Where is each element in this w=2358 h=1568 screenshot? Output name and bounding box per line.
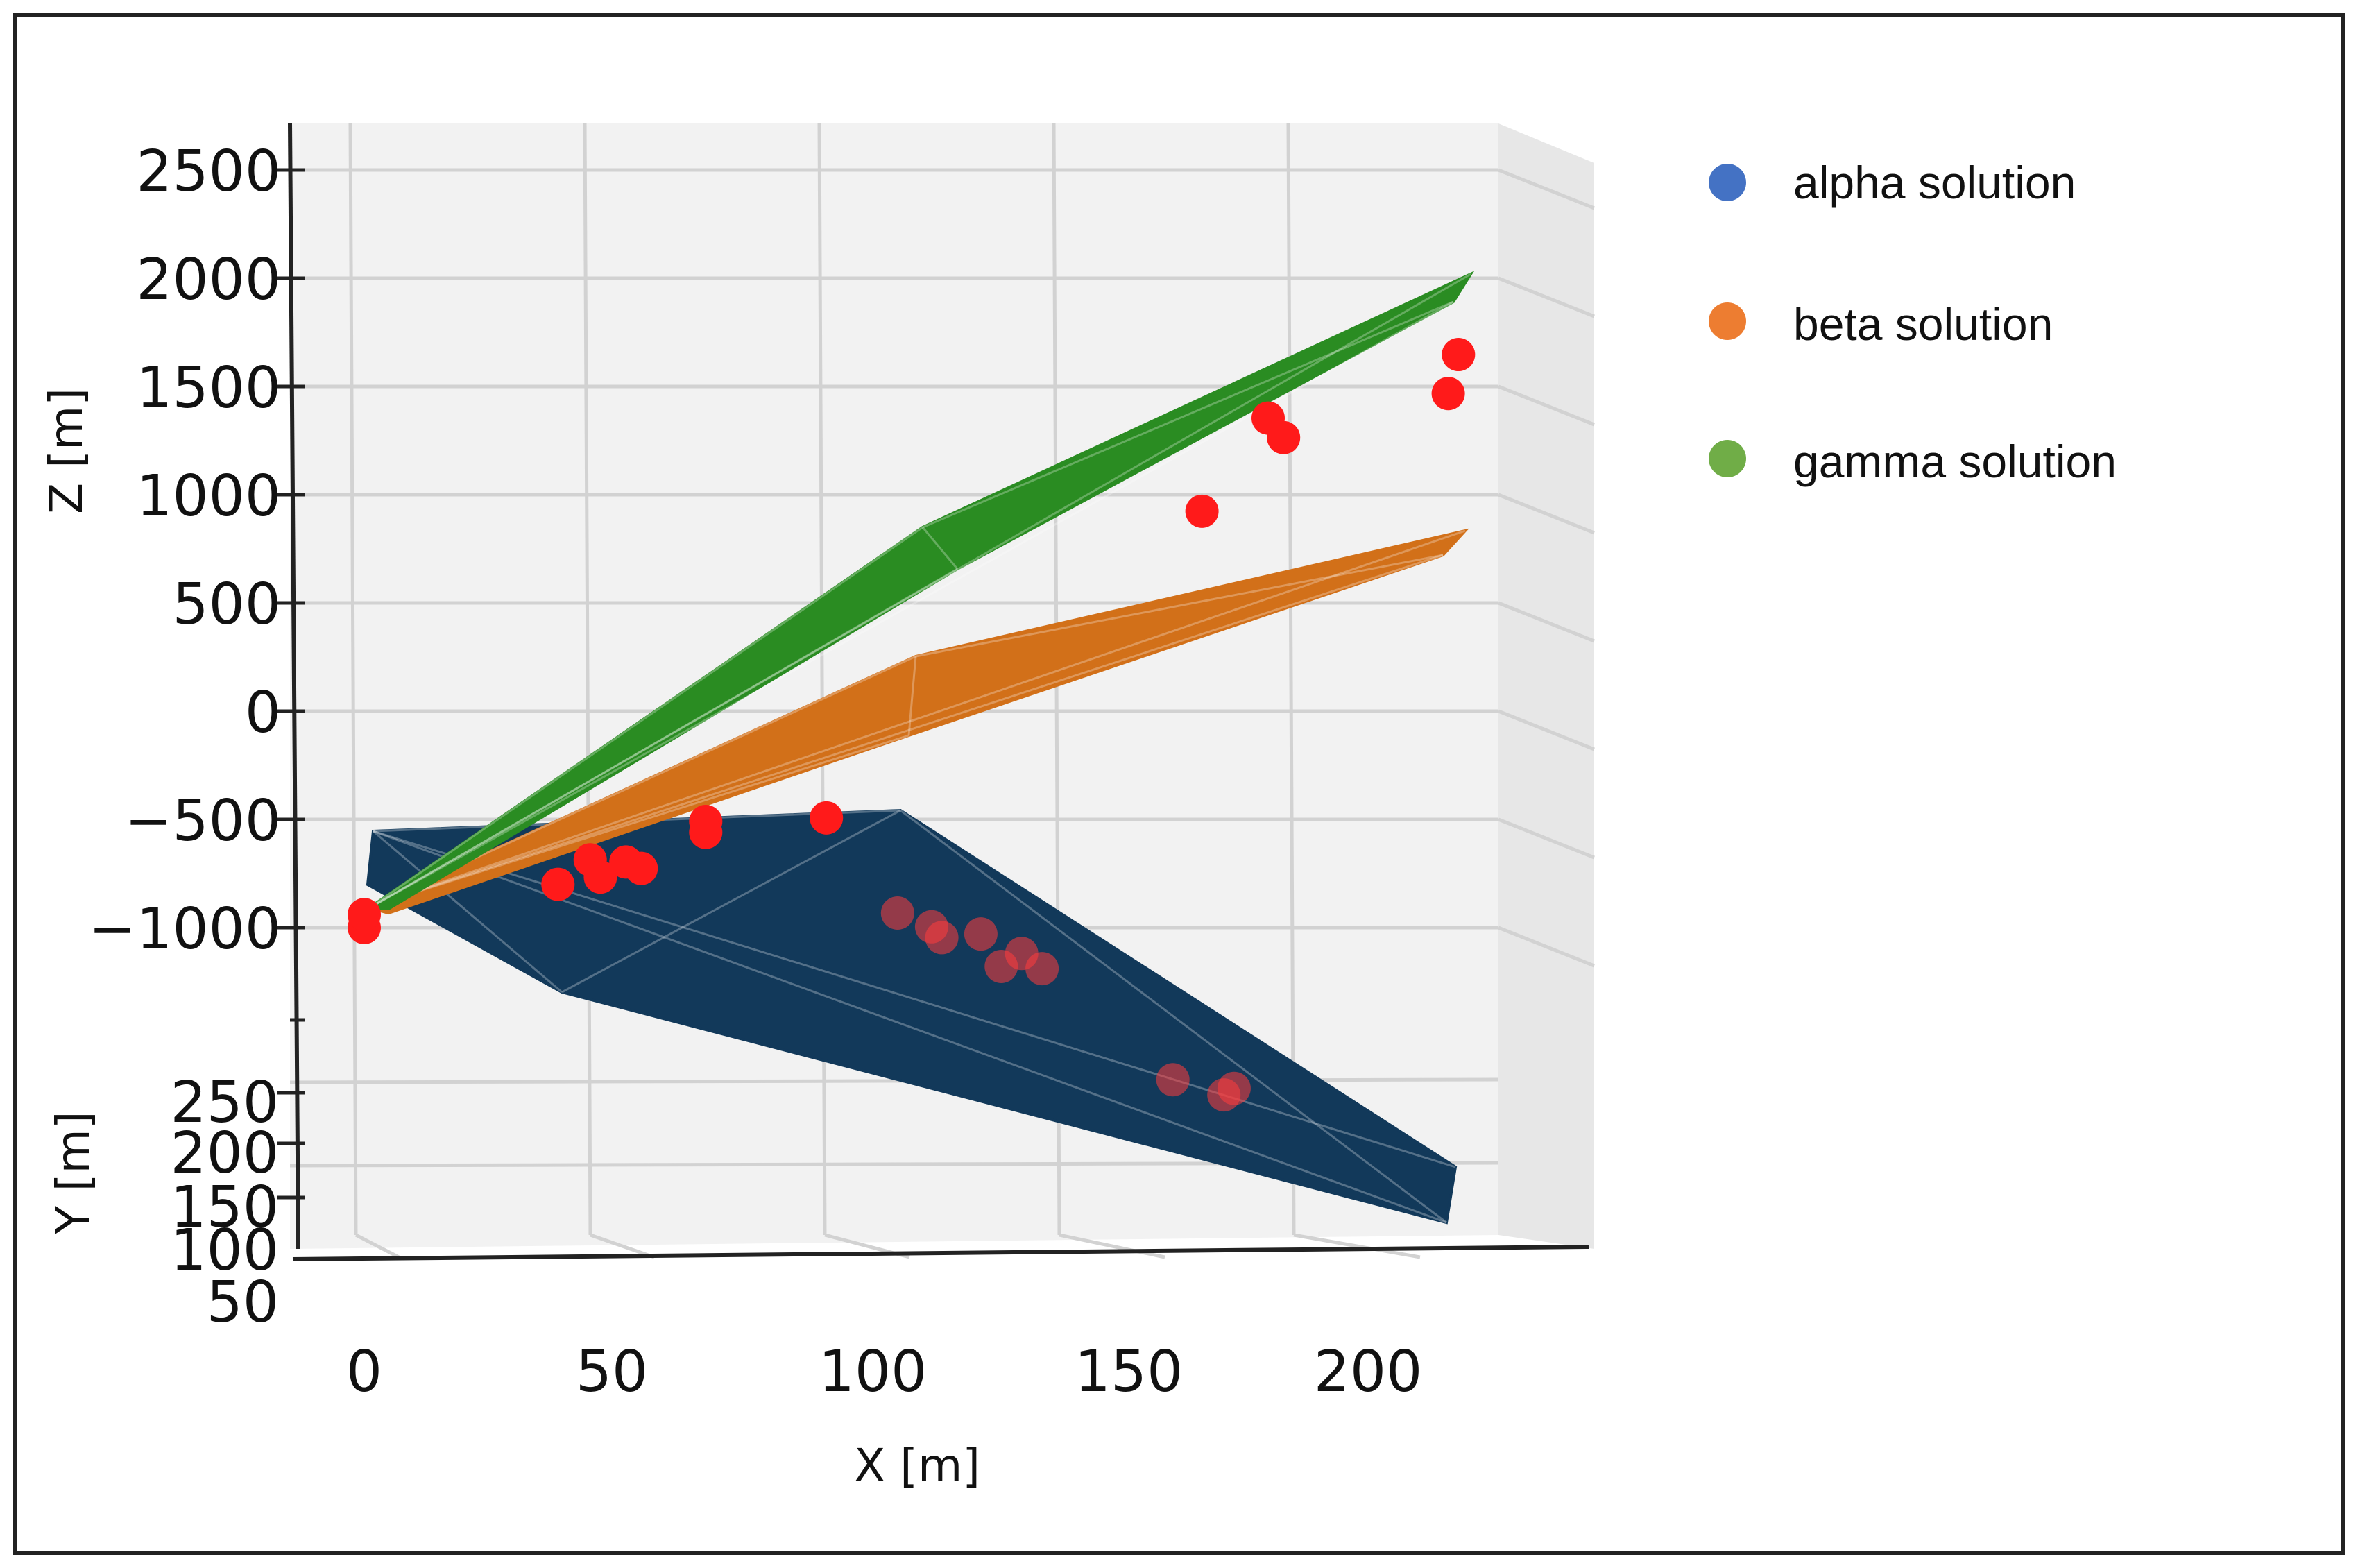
legend-item-beta: beta solution <box>1709 298 2053 350</box>
y-tick-label: 250 <box>170 1070 279 1136</box>
legend-marker-alpha <box>1709 164 1746 201</box>
x-gridline-floor <box>590 1233 655 1259</box>
surface-mesh-beta <box>907 656 917 736</box>
surface-mesh-alpha <box>900 809 1447 1224</box>
z-tick-label: 0 <box>245 680 281 746</box>
z-axis-line <box>288 123 300 1250</box>
legend-item-gamma: gamma solution <box>1709 436 2117 487</box>
surface-mesh-alpha <box>373 830 563 994</box>
z-gridline-side <box>1498 493 1595 535</box>
surface-mesh-gamma <box>922 300 1454 529</box>
surface-mesh-gamma <box>367 526 923 910</box>
data-point <box>880 896 914 930</box>
z-gridline-side <box>1498 709 1595 751</box>
z-tick-label: 500 <box>172 572 281 638</box>
data-point <box>810 801 844 835</box>
data-point <box>689 815 723 849</box>
legend-marker-gamma <box>1709 440 1746 477</box>
x-gridline <box>1286 123 1296 1236</box>
z-tick-label: 2500 <box>136 139 281 205</box>
data-point <box>1251 401 1285 435</box>
x-tick-label: 100 <box>819 1339 928 1405</box>
x-gridline-floor <box>354 1233 400 1259</box>
x-tick-label: 0 <box>346 1339 382 1405</box>
y-tick-label: 200 <box>170 1120 279 1186</box>
legend-label-beta: beta solution <box>1793 298 2053 350</box>
data-point <box>1025 952 1059 986</box>
surface-mesh-beta <box>915 554 1444 658</box>
z-tick-label: −500 <box>125 788 281 854</box>
z-tick-label: 2000 <box>136 247 281 313</box>
y-tick-label: 150 <box>170 1175 279 1241</box>
x-tick-label: 50 <box>576 1339 648 1405</box>
z-ticks: −1000 −500 0 500 1000 1500 2000 2500 <box>89 139 305 962</box>
legend: alpha solution beta solution gamma solut… <box>1709 157 2117 487</box>
surface-mesh-beta <box>367 554 1444 909</box>
z-gridline-side <box>1498 601 1595 643</box>
x-gridline <box>583 123 592 1236</box>
legend-marker-beta <box>1709 302 1746 340</box>
data-point <box>925 921 959 955</box>
surface-gamma <box>363 271 1475 910</box>
surface-mesh-beta <box>367 734 909 909</box>
right-pane <box>1498 123 1594 1249</box>
data-point <box>964 917 998 951</box>
x-axis-label: X [m] <box>854 1439 980 1492</box>
z-tick-label: 1000 <box>136 463 281 529</box>
x-tick-label: 200 <box>1314 1339 1423 1405</box>
z-gridline-side <box>1498 926 1595 968</box>
data-point <box>1217 1071 1251 1105</box>
data-point <box>541 867 575 901</box>
data-points <box>348 338 1476 1112</box>
surfaces <box>363 271 1475 1225</box>
x-ticks: 0 50 100 150 200 <box>346 1339 1422 1405</box>
x-gridline-floor <box>1059 1233 1165 1259</box>
bottom-axis-line <box>292 1245 1589 1261</box>
legend-label-alpha: alpha solution <box>1793 157 2076 208</box>
surface-mesh-gamma <box>921 527 959 570</box>
surface-mesh-beta <box>367 529 1466 909</box>
z-axis-label: Z [m] <box>40 388 93 514</box>
y-axis-label: Y [m] <box>46 1111 100 1234</box>
y-tick-label: 100 <box>170 1218 279 1284</box>
x-gridline-floor <box>1293 1233 1421 1259</box>
y-tick-label: 50 <box>207 1270 279 1336</box>
surface-alpha <box>366 808 1458 1225</box>
data-point <box>1156 1063 1190 1097</box>
legend-label-gamma: gamma solution <box>1793 436 2117 487</box>
data-point <box>1431 377 1465 411</box>
x-gridline <box>348 123 358 1236</box>
z-tick-label: −1000 <box>89 896 281 962</box>
data-point <box>348 898 381 932</box>
data-point <box>1185 494 1219 528</box>
z-tick-label: 1500 <box>136 355 281 421</box>
data-point <box>583 860 617 894</box>
surface-beta <box>364 528 1469 915</box>
x-tick-label: 150 <box>1075 1339 1184 1405</box>
surface-mesh-gamma <box>367 568 958 910</box>
surface-mesh-alpha <box>561 809 901 994</box>
z-gridline-side <box>1498 384 1595 427</box>
data-point <box>624 851 658 885</box>
legend-item-alpha: alpha solution <box>1709 157 2076 208</box>
surface-mesh-gamma <box>367 273 1471 910</box>
data-point <box>1442 338 1476 372</box>
z-gridline-side <box>1498 276 1595 318</box>
z-gridline-side <box>1498 168 1595 210</box>
z-gridline-side <box>1498 817 1595 860</box>
